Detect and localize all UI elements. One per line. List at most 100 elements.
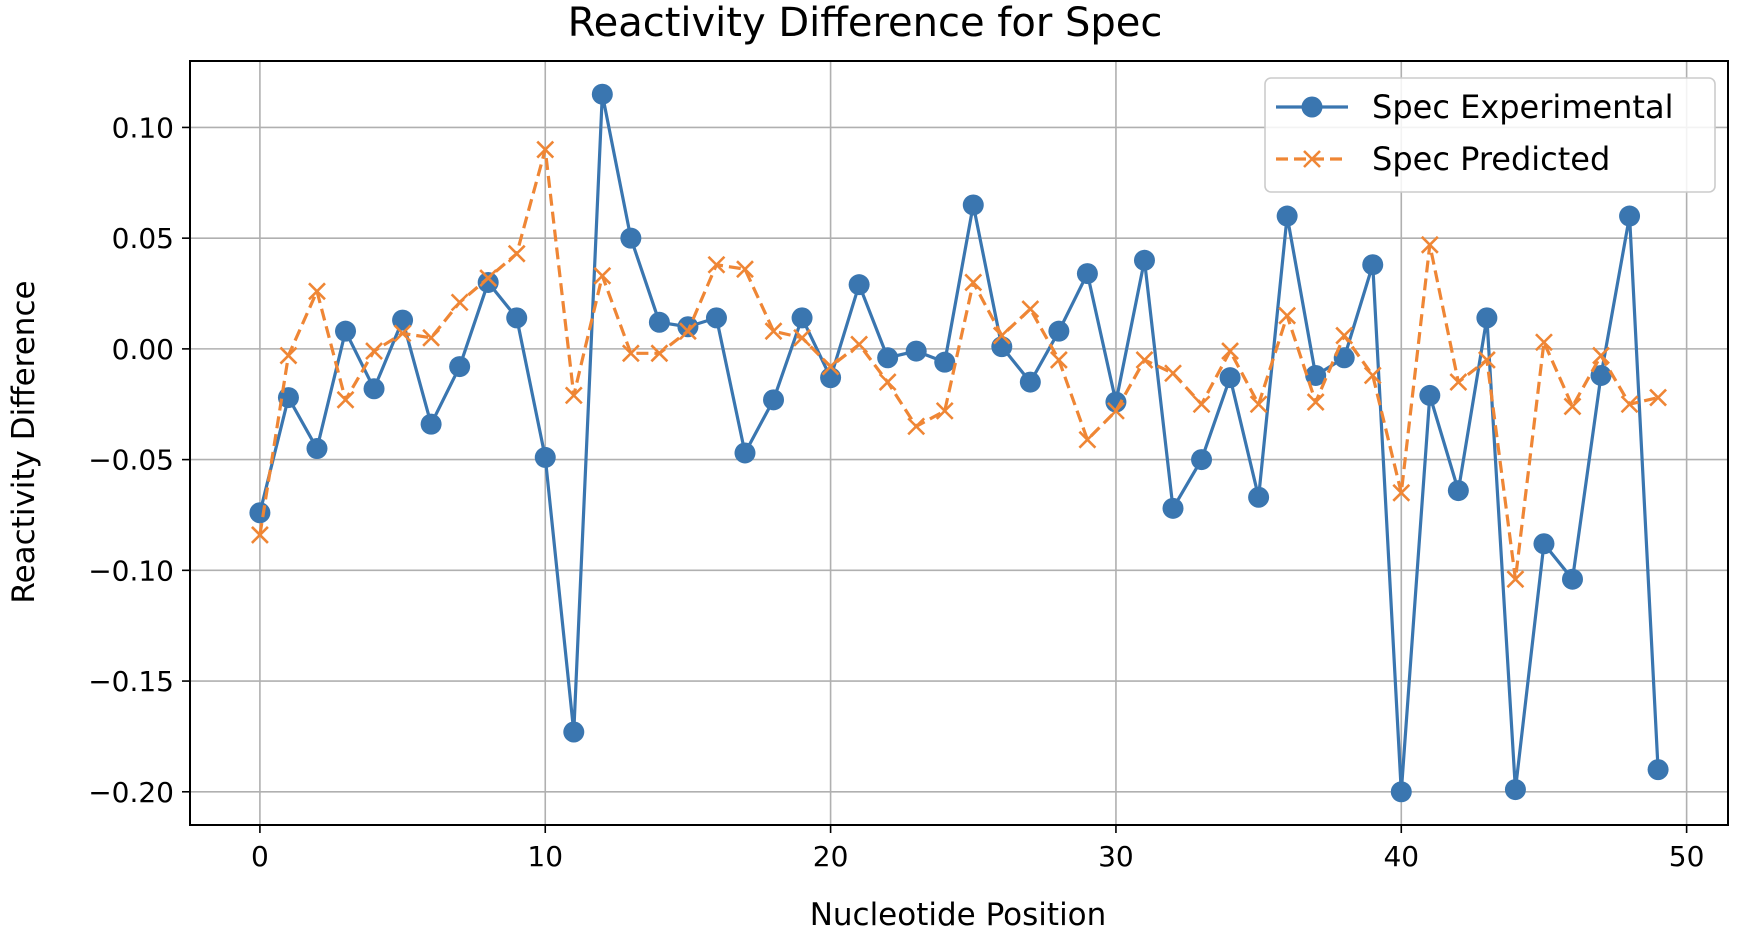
data-point	[877, 347, 899, 369]
data-point	[336, 390, 355, 409]
data-point	[534, 446, 556, 468]
x-marker-stroke	[365, 342, 383, 361]
data-point	[1192, 395, 1211, 414]
x-marker-stroke	[1135, 351, 1154, 369]
data-point	[363, 378, 385, 400]
data-point	[764, 322, 783, 341]
data-point	[392, 309, 414, 331]
data-point	[707, 255, 726, 274]
data-point	[365, 342, 383, 361]
data-point	[393, 324, 412, 343]
data-point	[1506, 570, 1525, 589]
x-marker-stroke	[964, 273, 983, 292]
x-marker-stroke	[1107, 401, 1125, 420]
data-point	[1420, 235, 1439, 254]
data-point	[1504, 779, 1526, 801]
data-point	[1563, 397, 1582, 416]
data-point	[1590, 364, 1612, 386]
data-point	[648, 311, 670, 333]
data-point	[793, 328, 811, 347]
data-point	[1164, 364, 1182, 383]
data-point	[734, 442, 756, 464]
data-point	[1363, 366, 1382, 385]
x-marker-stroke	[1620, 395, 1639, 414]
x-marker-stroke	[878, 373, 897, 392]
data-point	[821, 357, 840, 376]
legend-box	[1264, 77, 1716, 193]
x-marker-stroke	[1563, 397, 1582, 416]
x-marker-stroke	[1506, 570, 1525, 589]
x-marker-stroke	[1363, 366, 1382, 385]
y-axis-label: Reactivity Difference	[6, 280, 42, 603]
x-tick-label: 20	[813, 840, 849, 873]
x-marker-stroke	[1221, 342, 1239, 361]
data-point	[934, 351, 956, 373]
data-point	[1533, 533, 1555, 555]
x-marker-stroke	[1021, 300, 1040, 318]
data-point	[477, 271, 499, 293]
data-point	[279, 346, 298, 365]
data-point	[1278, 306, 1297, 325]
data-point	[1419, 384, 1441, 406]
x-marker-stroke	[450, 293, 469, 312]
data-point	[306, 438, 328, 460]
x-marker-stroke	[564, 386, 583, 405]
x-marker-stroke	[1278, 306, 1297, 325]
data-point	[736, 260, 754, 279]
x-marker-stroke	[1078, 430, 1097, 449]
data-point	[1592, 346, 1610, 365]
data-point	[449, 356, 471, 378]
data-point	[1447, 480, 1469, 502]
legend: Spec Experimental Spec Predicted	[1264, 77, 1716, 193]
x-marker-stroke	[507, 244, 526, 263]
x-marker-stroke	[1335, 326, 1354, 345]
data-point	[1535, 333, 1553, 352]
data-point	[848, 274, 870, 296]
data-point	[820, 367, 842, 389]
x-marker-stroke	[479, 269, 498, 287]
data-point	[506, 307, 528, 329]
data-point	[1219, 367, 1241, 389]
data-point	[1477, 351, 1496, 369]
data-point	[536, 140, 555, 159]
x-marker-stroke	[536, 140, 555, 159]
data-point	[507, 244, 526, 263]
data-point	[1049, 351, 1068, 369]
data-point	[1647, 759, 1669, 781]
data-point	[593, 266, 612, 285]
x-marker-stroke	[279, 346, 298, 365]
x-marker-stroke	[679, 322, 697, 341]
data-point	[479, 269, 498, 287]
data-point	[1135, 351, 1154, 369]
series-spec-experimental	[249, 83, 1669, 803]
y-tick-label: −0.20	[88, 776, 174, 809]
data-point	[563, 721, 585, 743]
series-layer	[249, 83, 1669, 803]
data-point	[564, 386, 583, 405]
x-marker-stroke	[793, 328, 811, 347]
data-point	[1333, 347, 1355, 369]
data-point	[1449, 373, 1468, 392]
data-point	[1191, 449, 1213, 471]
x-marker-stroke	[1592, 346, 1610, 365]
y-tick-label: −0.05	[88, 444, 174, 477]
data-point	[308, 282, 326, 301]
x-marker-stroke	[935, 401, 954, 420]
data-point	[1619, 205, 1641, 227]
x-marker-stroke	[707, 255, 726, 274]
x-marker-stroke	[1249, 395, 1268, 414]
series-line	[258, 147, 1659, 581]
x-marker-stroke	[1303, 150, 1321, 168]
x-marker-stroke	[1164, 364, 1182, 383]
x-tick-label: 0	[251, 840, 269, 873]
x-marker-stroke	[393, 324, 412, 343]
data-point	[621, 344, 640, 363]
x-marker-stroke	[1192, 395, 1211, 414]
chart-title: Reactivity Difference for Spec	[568, 0, 1163, 46]
x-marker-stroke	[1306, 393, 1325, 411]
x-marker-stroke	[1477, 351, 1496, 369]
data-point	[905, 340, 927, 362]
data-point	[335, 320, 357, 342]
data-point	[679, 322, 697, 341]
